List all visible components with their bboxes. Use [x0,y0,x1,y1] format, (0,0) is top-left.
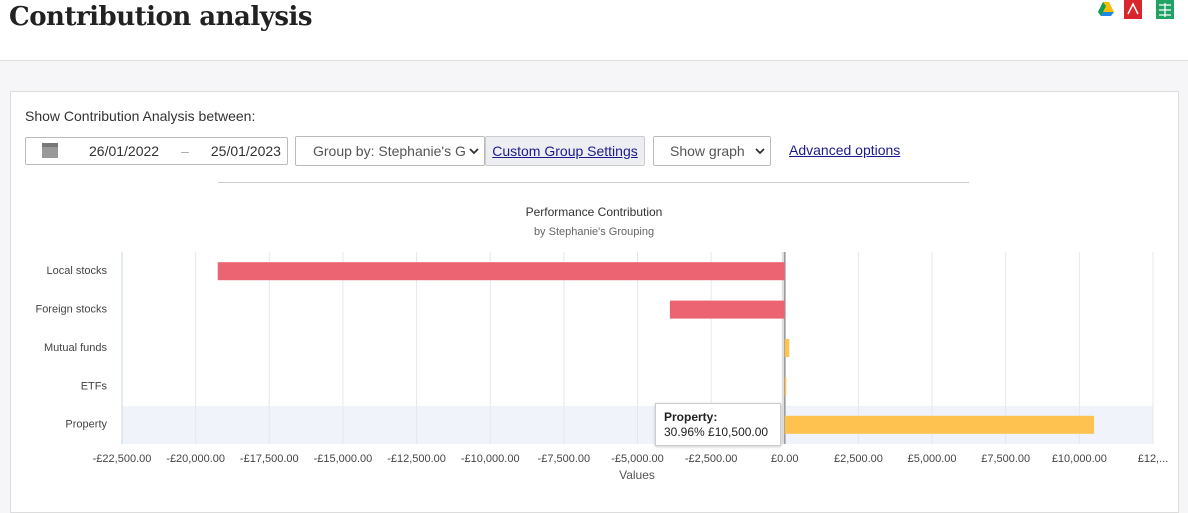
page-title: Contribution analysis [9,2,313,32]
calendar-icon [42,143,58,158]
x-tick-label: -£15,000.00 [314,453,373,465]
x-tick-label: -£12,500.00 [387,453,446,465]
group-select-text: Group by: Stephanie's G [313,143,466,159]
pdf-icon[interactable] [1124,0,1142,19]
date-range[interactable]: 26/01/2022 – 25/01/2023 [25,137,288,165]
y-tick-label: ETFs [81,380,108,392]
export-icons[interactable] [1094,0,1184,20]
x-tick-label: -£7,500.00 [538,453,591,465]
x-tick-label: £7,500.00 [981,453,1030,465]
x-axis-label: Values [619,468,655,482]
x-tick-label: -£20,000.00 [166,453,225,465]
view-select[interactable]: Show graph [653,136,771,166]
chevron-path [469,148,479,155]
tooltip: Property: 30.96% £10,500.00 [655,403,781,446]
x-tick-label: -£22,500.00 [93,453,152,465]
x-tick-label: -£10,000.00 [461,453,520,465]
y-tick-label: Property [65,419,107,431]
group-select[interactable]: Group by: Stephanie's G [295,136,485,166]
bar [784,377,787,396]
chevron [469,148,479,155]
calendar-top [42,143,58,147]
custom-group-button[interactable]: Custom Group Settings [485,136,645,166]
bar [784,339,790,357]
sheet-glyph [1159,3,1171,17]
y-tick-label: Local stocks [46,265,107,277]
pdf-glyph [1127,2,1139,15]
x-tick-label: -£5,000.00 [611,453,664,465]
chart-subtitle: by Stephanie's Grouping [534,226,654,238]
drive-icon-part [1098,2,1106,16]
y-tick-label: Foreign stocks [35,304,107,316]
x-tick-label: -£2,500.00 [685,453,738,465]
tooltip-text: 30.96% £10,500.00 [664,425,769,439]
chart-title: Performance Contribution [526,205,663,219]
bar [784,415,1095,434]
x-tick-label: £5,000.00 [908,453,957,465]
zero-band [781,252,786,444]
x-tick-label: £2,500.00 [834,453,883,465]
divider [218,182,969,183]
x-tick-label: £12,... [1138,453,1169,465]
date-from: 26/01/2022 [89,143,160,159]
bar [669,300,785,319]
advanced-link[interactable]: Advanced options [789,142,901,158]
chevron-path [755,148,765,155]
x-tick-label: £0.00 [771,453,799,465]
date-separator: – [181,143,189,159]
header [0,0,1188,61]
prompt: Show Contribution Analysis between: [25,108,256,124]
bar [217,262,785,281]
tooltip-title: Property: [664,410,718,424]
y-tick-label: Mutual funds [44,342,107,354]
custom-group-text: Custom Group Settings [492,143,638,159]
date-to: 25/01/2023 [210,143,281,159]
x-tick-label: £10,000.00 [1052,453,1107,465]
chevron [755,148,765,155]
view-select-text: Show graph [670,143,745,159]
x-tick-label: -£17,500.00 [240,453,299,465]
chart: Performance Contribution by Stephanie's … [35,205,1169,482]
